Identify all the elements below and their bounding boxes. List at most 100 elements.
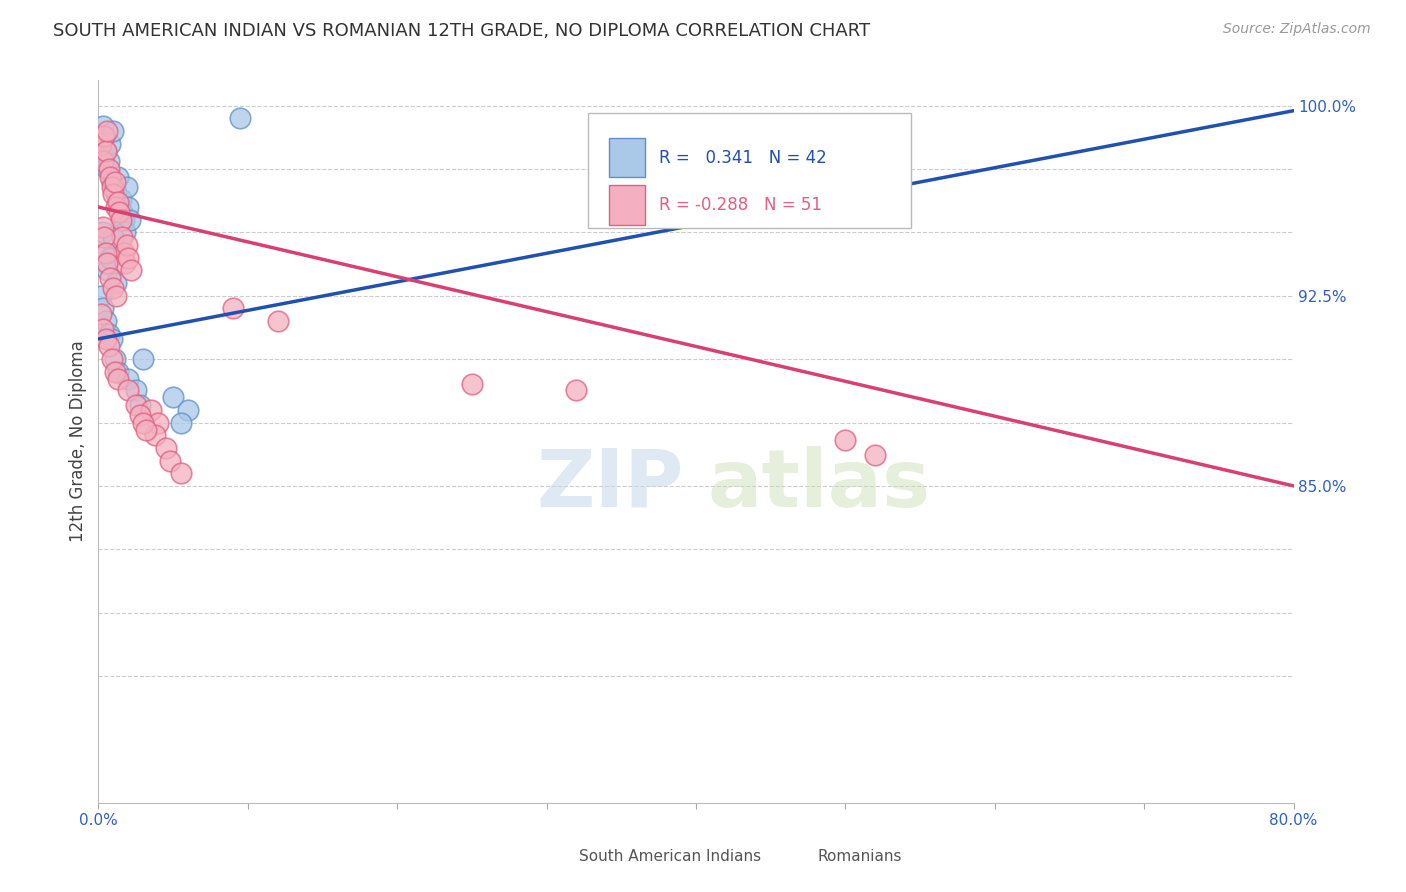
Point <box>94 145 117 159</box>
Point <box>129 408 152 422</box>
Point <box>90 306 112 320</box>
Point <box>267 314 290 328</box>
Point <box>222 301 245 316</box>
Point <box>132 352 155 367</box>
Point <box>104 352 127 367</box>
Point <box>105 276 128 290</box>
Bar <box>609 186 644 225</box>
Point <box>97 161 120 176</box>
Point <box>112 212 135 227</box>
Point <box>104 365 127 379</box>
Point <box>117 200 139 214</box>
Point <box>97 339 120 353</box>
Point <box>111 205 134 219</box>
Point <box>834 434 856 448</box>
Point <box>91 301 114 316</box>
Point <box>93 245 115 260</box>
Point <box>94 145 117 159</box>
Point <box>96 263 118 277</box>
Point <box>91 220 114 235</box>
Point <box>105 289 128 303</box>
Point <box>93 129 115 144</box>
Point <box>107 372 129 386</box>
Point <box>111 230 134 244</box>
Point <box>461 377 484 392</box>
Text: Source: ZipAtlas.com: Source: ZipAtlas.com <box>1223 22 1371 37</box>
Point <box>104 179 127 194</box>
Point <box>103 124 125 138</box>
Point <box>139 402 162 417</box>
Point <box>132 416 155 430</box>
Point <box>101 352 124 367</box>
Point <box>565 383 588 397</box>
Point <box>117 251 139 265</box>
Point <box>103 281 125 295</box>
Point <box>125 383 148 397</box>
Point <box>114 256 136 270</box>
Point <box>94 245 117 260</box>
Point <box>91 119 114 133</box>
Point <box>169 467 191 481</box>
Point <box>865 449 887 463</box>
Point <box>90 289 112 303</box>
Point <box>108 200 131 214</box>
Point <box>91 322 114 336</box>
Point <box>101 175 124 189</box>
Point <box>105 187 128 202</box>
Point <box>162 390 184 404</box>
Point <box>90 136 112 151</box>
Point <box>96 256 118 270</box>
Point <box>103 230 125 244</box>
Point <box>135 423 157 437</box>
Point <box>110 212 132 227</box>
Point <box>148 416 170 430</box>
Point <box>118 212 141 227</box>
Point <box>96 124 118 138</box>
Point <box>96 161 118 176</box>
Text: R = -0.288   N = 51: R = -0.288 N = 51 <box>659 196 823 214</box>
Point <box>115 179 138 194</box>
Point <box>93 230 115 244</box>
Point <box>129 398 152 412</box>
Point <box>98 271 122 285</box>
Point <box>94 332 117 346</box>
Point <box>94 256 117 270</box>
Point <box>98 251 122 265</box>
Text: South American Indians: South American Indians <box>579 849 761 864</box>
Point <box>97 326 120 341</box>
Point <box>105 200 128 214</box>
Bar <box>609 137 644 178</box>
Point <box>117 372 139 386</box>
Point <box>101 332 124 346</box>
Point <box>107 194 129 209</box>
Point <box>120 263 142 277</box>
Bar <box>768 843 804 875</box>
Point <box>115 238 138 252</box>
Text: Romanians: Romanians <box>818 849 903 864</box>
Point <box>229 112 252 126</box>
Bar <box>529 843 565 875</box>
Point <box>91 154 114 169</box>
Point <box>103 187 125 202</box>
Point <box>98 169 122 184</box>
Point <box>114 226 136 240</box>
Point <box>155 441 177 455</box>
Text: SOUTH AMERICAN INDIAN VS ROMANIAN 12TH GRADE, NO DIPLOMA CORRELATION CHART: SOUTH AMERICAN INDIAN VS ROMANIAN 12TH G… <box>53 22 870 40</box>
Point <box>91 226 114 240</box>
Point <box>169 416 191 430</box>
Point <box>117 383 139 397</box>
Point <box>101 179 124 194</box>
Point <box>107 169 129 184</box>
Point <box>125 398 148 412</box>
Text: ZIP: ZIP <box>537 446 685 524</box>
FancyBboxPatch shape <box>589 112 911 228</box>
Point <box>93 129 115 144</box>
Point <box>97 154 120 169</box>
Point <box>90 149 112 163</box>
Point <box>112 245 135 260</box>
Y-axis label: 12th Grade, No Diploma: 12th Grade, No Diploma <box>69 341 87 542</box>
Point <box>177 402 200 417</box>
Point <box>110 193 132 207</box>
Text: R =   0.341   N = 42: R = 0.341 N = 42 <box>659 149 827 167</box>
Point <box>143 428 166 442</box>
